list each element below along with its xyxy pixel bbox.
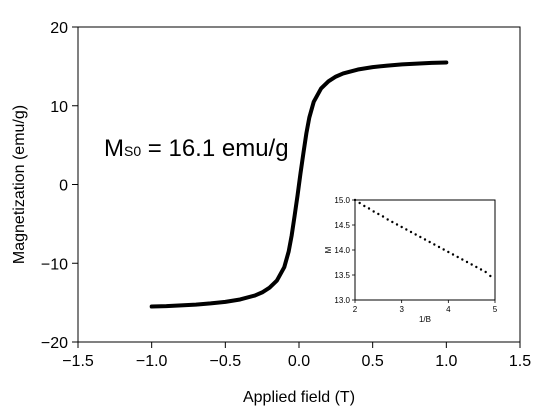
inset-data-point	[447, 250, 450, 254]
inset-data-point	[381, 215, 385, 218]
inset-x-axis: 2 3 4 5	[353, 300, 498, 314]
inset-data-point	[358, 201, 361, 205]
inset-data-point	[395, 223, 399, 226]
main-x-axis: −1.5 −1.0 −0.5 0.0 0.5 1.0 1.5	[62, 342, 531, 370]
inset-data-point	[419, 235, 422, 239]
inset-data-point	[409, 230, 413, 234]
inset-data-point	[372, 210, 375, 213]
inset-data-point	[475, 265, 478, 269]
inset-x-tick-label: 3	[399, 305, 404, 314]
inset-data-point	[442, 248, 445, 251]
inset-y-tick-label: 13.0	[334, 296, 350, 305]
inset-data-point	[470, 263, 473, 266]
inset-data-point	[489, 274, 492, 278]
y-tick-label: 0	[59, 178, 68, 195]
inset-data-point	[428, 240, 431, 244]
x-axis-title: Applied field (T)	[243, 389, 355, 406]
x-tick-label: 0.5	[362, 353, 384, 370]
inset-data-point	[484, 270, 487, 274]
x-tick-label: −1.0	[136, 353, 168, 370]
inset-data-point	[461, 258, 464, 261]
inset-y-tick-label: 13.5	[334, 271, 350, 280]
inset-data-point	[433, 243, 436, 246]
annotation-subscript: S0	[124, 143, 141, 159]
inset-data-point	[367, 207, 371, 210]
saturation-annotation: MS0 = 16.1 emu/g	[104, 135, 289, 162]
inset-data-point	[386, 218, 389, 221]
inset-y-tick-label: 15.0	[334, 196, 350, 205]
magnetization-curve	[149, 60, 449, 309]
main-series	[149, 60, 449, 309]
annotation-value: = 16.1 emu/g	[141, 135, 288, 162]
inset-data-point	[451, 253, 455, 256]
inset-data-point	[437, 245, 441, 249]
inset-data-point	[363, 204, 366, 208]
inset-series	[353, 198, 492, 278]
x-tick-label: −0.5	[210, 353, 242, 370]
inset-x-axis-title: 1/B	[419, 315, 431, 324]
x-tick-label: 1.5	[509, 353, 531, 370]
inset-x-tick-label: 4	[446, 305, 451, 314]
y-tick-label: −10	[41, 256, 68, 273]
inset-y-axis: 13.0 13.5 14.0 14.5 15.0	[334, 196, 355, 305]
inset-y-tick-label: 14.0	[334, 246, 350, 255]
inset-data-point	[414, 233, 417, 236]
main-y-axis: −20 −10 0 10 20	[41, 20, 78, 352]
y-tick-label: −20	[41, 335, 68, 352]
inset-x-tick-label: 5	[493, 305, 498, 314]
x-tick-label: 1.0	[435, 353, 457, 370]
inset-data-point	[353, 198, 357, 202]
inset-y-tick-label: 14.5	[334, 221, 350, 230]
inset-data-point	[423, 238, 427, 241]
y-tick-label: 20	[50, 20, 68, 37]
y-axis-title: Magnetization (emu/g)	[11, 105, 28, 264]
x-tick-label: 0.0	[288, 353, 310, 370]
inset-plot-frame	[354, 199, 496, 301]
x-tick-label: −1.5	[62, 353, 94, 370]
inset-x-tick-label: 2	[353, 305, 358, 314]
inset-data-point	[456, 255, 459, 259]
inset-data-point	[479, 268, 483, 271]
inset-data-point	[465, 260, 469, 264]
inset-data-point	[400, 225, 403, 229]
inset-data-point	[405, 228, 408, 231]
inset-data-point	[377, 212, 380, 216]
y-tick-label: 10	[50, 99, 68, 116]
inset-data-point	[391, 220, 394, 224]
inset-y-axis-title: M	[324, 246, 333, 253]
annotation-symbol: M	[104, 135, 124, 162]
